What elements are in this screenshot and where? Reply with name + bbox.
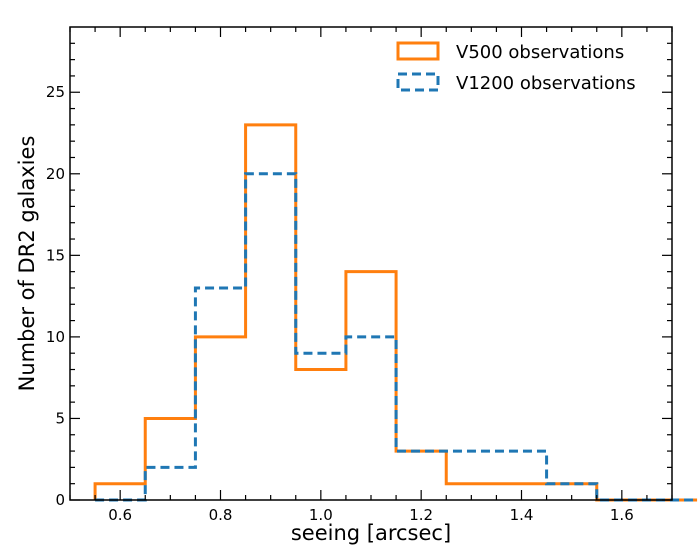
x-tick-label: 0.6: [108, 506, 132, 524]
y-tick-label: 15: [46, 246, 65, 264]
legend-label: V500 observations: [456, 42, 624, 63]
legend: V500 observations V1200 observations: [396, 41, 636, 94]
ticks-layer: 0.6 0.8 1.0 1.2 1.4 1.6 0 5 10 15 20 25: [46, 27, 673, 524]
y-tick-label: 20: [46, 165, 65, 183]
y-tick-label: 25: [46, 83, 65, 101]
x-axis-title: seeing [arcsec]: [291, 521, 451, 545]
x-tick-label: 1.0: [309, 506, 333, 524]
x-tick-label: 1.4: [510, 506, 534, 524]
series-layer: [93, 123, 698, 502]
y-tick-label: 0: [55, 491, 65, 509]
plot-frame: [69, 26, 673, 501]
legend-swatch: [396, 41, 440, 61]
legend-label: V1200 observations: [456, 73, 636, 94]
y-tick-label: 5: [55, 409, 65, 427]
x-tick-label: 0.8: [209, 506, 233, 524]
series-line-v500: [93, 123, 698, 502]
series-line-v1200: [95, 172, 698, 502]
legend-swatch: [396, 72, 440, 92]
x-tick-label: 1.6: [610, 506, 634, 524]
y-axis-title: Number of DR2 galaxies: [15, 136, 39, 392]
x-tick-label: 1.2: [409, 506, 433, 524]
y-tick-label: 10: [46, 328, 65, 346]
